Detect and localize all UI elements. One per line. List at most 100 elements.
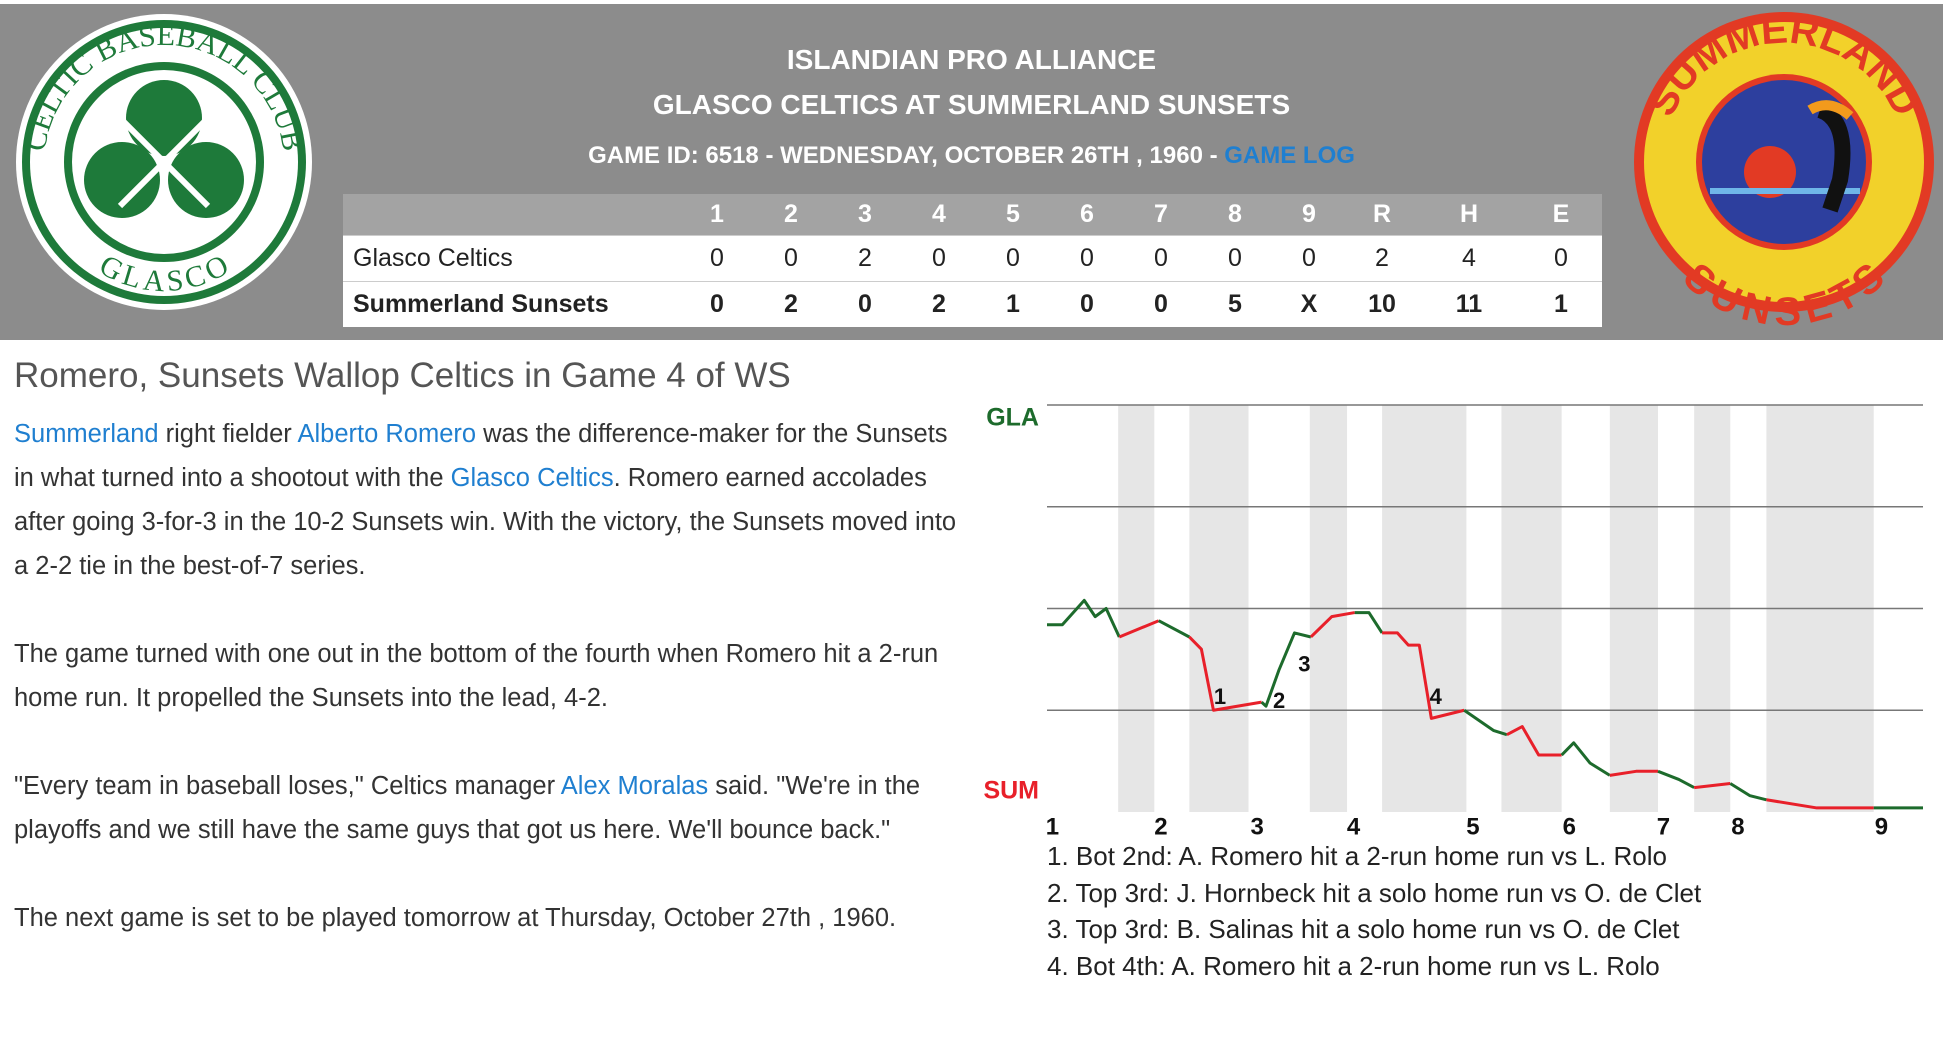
column-header: E	[1520, 194, 1602, 236]
column-header: 7	[1124, 194, 1198, 236]
article-text: . Romero earned accolades after going 3-…	[14, 464, 957, 580]
x-tick-label: 9	[1875, 813, 1888, 840]
win-probability-line	[1382, 631, 1465, 720]
x-tick-label: 5	[1466, 813, 1479, 840]
bottom-half-band	[1382, 405, 1467, 812]
win-probability-line	[1693, 782, 1731, 790]
article-text: The next game is set to be played tomorr…	[14, 904, 897, 932]
team-name: Summerland Sunsets	[343, 281, 680, 327]
win-probability-line	[1729, 782, 1767, 802]
chart-note: 4. Bot 4th: A. Romero hit a 2-run home r…	[1047, 950, 1660, 981]
column-header: 4	[902, 194, 976, 236]
win-probability-line	[1657, 769, 1695, 789]
bottom-half-band	[1118, 405, 1155, 812]
score-cell: 0	[1198, 235, 1272, 282]
win-probability-line	[1260, 631, 1312, 708]
bottom-half-band	[1694, 405, 1731, 812]
score-cell: 0	[902, 235, 976, 282]
score-cell: 4	[1418, 235, 1520, 282]
column-header: 1	[680, 194, 754, 236]
bottom-half-band	[1189, 405, 1249, 812]
score-cell: 0	[680, 235, 754, 282]
bottom-half-band	[1766, 405, 1874, 812]
score-cell: 2	[902, 281, 976, 327]
score-cell: 10	[1346, 281, 1418, 327]
win-probability-line	[1506, 725, 1562, 757]
win-probability-line	[1766, 798, 1874, 810]
y-axis-label: GLA	[986, 404, 1039, 432]
column-header: 3	[828, 194, 902, 236]
article-text: The game turned with one out in the bott…	[14, 640, 939, 712]
team-row: Summerland Sunsets 0 2 0 2 1 0 0 5 X 10 11 1	[343, 281, 1602, 327]
chart-notes: 1. Bot 2nd: A. Romero hit a 2-run home r…	[1047, 838, 1701, 984]
logos: CELTIC BASEBALL CLUB GLASCO SUMMERLAND S…	[16, 7, 1934, 334]
bottom-half-band	[1609, 405, 1659, 812]
article-text: was the difference-maker for the Sunsets…	[14, 420, 948, 492]
score-cell: 1	[976, 281, 1050, 327]
league-name: ISLANDIAN PRO ALLIANCE	[786, 44, 1157, 75]
score-cell: 11	[1418, 281, 1520, 327]
win-probability-line	[1188, 635, 1262, 712]
score-cell: 0	[1272, 235, 1346, 282]
paragraph: Summerland right fielder Alberto Romero …	[14, 412, 974, 588]
score-cell: 0	[1124, 281, 1198, 327]
article-text: "Every team in baseball loses," Celtics …	[14, 772, 561, 800]
score-cell: 1	[1520, 281, 1602, 327]
away-logo: CELTIC BASEBALL CLUB GLASCO	[16, 14, 312, 310]
win-probability-line	[1118, 619, 1160, 639]
event-marker: 1	[1214, 684, 1226, 709]
event-marker: 2	[1273, 688, 1285, 713]
column-header: 5	[976, 194, 1050, 236]
header-cell	[343, 194, 680, 236]
x-tick-label: 6	[1563, 813, 1576, 840]
article-link[interactable]: Summerland	[14, 420, 159, 448]
x-tick-label: 3	[1251, 813, 1264, 840]
article-text: right fielder	[158, 420, 298, 448]
article-body: Summerland right fielder Alberto Romero …	[14, 412, 974, 984]
article-headline: Romero, Sunsets Wallop Celtics in Game 4…	[14, 356, 791, 395]
y-axis-label: SUM	[983, 777, 1039, 805]
score-cell: 0	[828, 281, 902, 327]
matchup: GLASCO CELTICS AT SUMMERLAND SUNSETS	[652, 89, 1291, 120]
team-row: Glasco Celtics 0 0 2 0 0 0 0 0 0 2 4 0	[343, 235, 1602, 282]
chart-note: 3. Top 3rd: B. Salinas hit a solo home r…	[1047, 914, 1680, 944]
win-probability-line	[1047, 598, 1121, 638]
score-cell: 0	[1050, 235, 1124, 282]
event-marker: 3	[1298, 651, 1310, 676]
article-link[interactable]: Glasco Celtics	[450, 464, 614, 492]
x-tick-label: 2	[1154, 813, 1167, 840]
home-logo: SUMMERLAND SUNSETS	[1634, 7, 1934, 334]
score-cell: 0	[754, 235, 828, 282]
score-cell: 2	[828, 235, 902, 282]
x-tick-label: 7	[1657, 813, 1670, 840]
bottom-half-band	[1309, 405, 1348, 812]
game-log-link[interactable]: GAME LOG	[1224, 142, 1355, 169]
score-cell: 0	[976, 235, 1050, 282]
win-probability-line	[1309, 611, 1355, 639]
paragraph: The next game is set to be played tomorr…	[14, 896, 974, 940]
win-probability-line	[1354, 611, 1384, 634]
article-link[interactable]: Alberto Romero	[297, 420, 477, 448]
win-probability-line	[1463, 709, 1508, 737]
game-info: GAME ID: 6518 - WEDNESDAY, OCTOBER 26TH …	[0, 142, 1943, 170]
column-header: 6	[1050, 194, 1124, 236]
article-text: said. "We're in the playoffs and we stil…	[14, 772, 921, 844]
score-cell: 0	[1520, 235, 1602, 282]
score-cell: 5	[1198, 281, 1272, 327]
score-cell: X	[1272, 281, 1346, 327]
paragraph: "Every team in baseball loses," Celtics …	[14, 764, 974, 852]
score-cell: 0	[1124, 235, 1198, 282]
game-info-text: GAME ID: 6518 - WEDNESDAY, OCTOBER 26TH …	[588, 142, 1225, 169]
column-header: 9	[1272, 194, 1346, 236]
score-cell: 2	[1346, 235, 1418, 282]
x-tick-label: 1	[1046, 813, 1059, 840]
article-link[interactable]: Alex Moralas	[560, 772, 709, 800]
win-probability-line	[1157, 619, 1191, 639]
column-header: H	[1418, 194, 1520, 236]
column-header: 2	[754, 194, 828, 236]
column-header: 8	[1198, 194, 1272, 236]
team-name: Glasco Celtics	[343, 235, 680, 282]
chart-note: 1. Bot 2nd: A. Romero hit a 2-run home r…	[1047, 841, 1667, 871]
